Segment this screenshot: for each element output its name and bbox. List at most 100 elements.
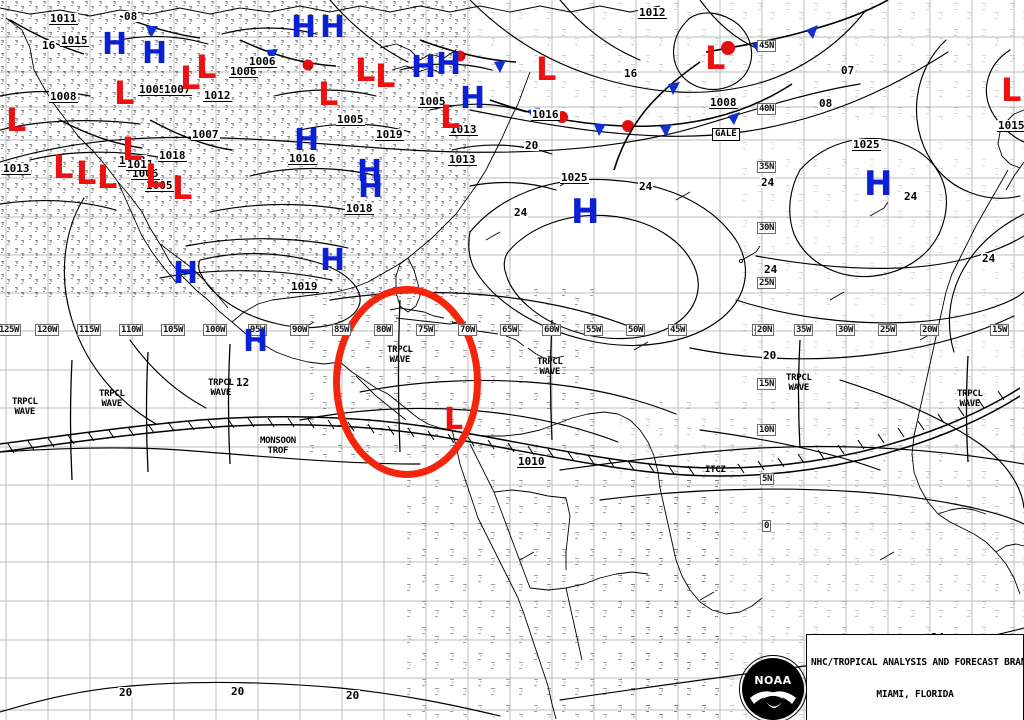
- high-pressure-symbol-13: H: [571, 192, 600, 232]
- high-pressure-symbol-0: H: [102, 27, 128, 62]
- low-pressure-symbol-7: L: [114, 74, 135, 112]
- lon-label-70w: 70W: [458, 324, 478, 336]
- lon-label-90w: 90W: [290, 324, 310, 336]
- high-pressure-symbol-5: H: [436, 47, 462, 82]
- gale-warning-box: GALE: [712, 128, 740, 141]
- isobar-label-1013-18: 1013: [449, 123, 478, 136]
- contour-value-24-4: 24: [760, 176, 776, 189]
- isobar-label-1006-29: 1006: [248, 55, 277, 68]
- noaa-seagull-icon: [750, 691, 796, 708]
- low-pressure-symbol-9: L: [196, 48, 217, 86]
- high-pressure-symbol-1: H: [142, 36, 168, 71]
- lon-label-65w: 65W: [500, 324, 520, 336]
- isobar-label-1013-27: 1013: [448, 153, 477, 166]
- contour-value-08-17: 08: [123, 10, 139, 23]
- lon-label-105w: 105W: [161, 324, 186, 336]
- isobar-label-1025-24: 1025: [852, 138, 881, 151]
- lat-label-30n: 30N: [757, 222, 777, 234]
- lon-label-75w: 75W: [416, 324, 436, 336]
- lon-label-20w: 20W: [920, 324, 940, 336]
- lon-label-60w: 60W: [542, 324, 562, 336]
- low-pressure-symbol-2: L: [76, 154, 97, 192]
- lat-label-25n: 25N: [757, 277, 777, 289]
- lon-label-30w: 30W: [836, 324, 856, 336]
- lat-label-equator: 0: [762, 520, 772, 532]
- isobar-label-1019-14: 1019: [375, 128, 404, 141]
- isobar-label-1005-6: 1005: [131, 167, 160, 180]
- legend-office-line1: NHC/TROPICAL ANALYSIS AND FORECAST BRANC…: [811, 657, 1024, 668]
- low-pressure-symbol-3: L: [97, 158, 118, 196]
- isobar-label-1005-16: 1005: [418, 95, 447, 108]
- low-pressure-symbol-4: L: [122, 130, 143, 168]
- contour-value-24-18: 24: [981, 252, 997, 265]
- lon-label-100w: 100W: [203, 324, 228, 336]
- product-legend-box: NHC/TROPICAL ANALYSIS AND FORECAST BRANC…: [806, 634, 1024, 720]
- high-pressure-symbol-12: H: [243, 324, 269, 359]
- feature-label-trpcl-wave-3: TRPCL WAVE: [387, 345, 413, 365]
- feature-label-trpcl-wave-0: TRPCL WAVE: [12, 397, 38, 417]
- lon-label-15w: 15W: [990, 324, 1010, 336]
- isobar-label-1016-21: 1016: [531, 108, 560, 121]
- contour-value-16-7: 16: [623, 67, 639, 80]
- lat-label-10n: 10N: [757, 424, 777, 436]
- high-pressure-symbol-7: H: [294, 123, 320, 158]
- lon-label-45w: 45W: [668, 324, 688, 336]
- lat-label-40n: 40N: [757, 103, 777, 115]
- feature-label-itcz-8: ITCZ: [705, 465, 726, 475]
- lon-label-35w: 35W: [794, 324, 814, 336]
- low-pressure-symbol-8: L: [180, 59, 201, 97]
- low-pressure-symbol-15: L: [705, 39, 726, 77]
- lon-label-80w: 80W: [374, 324, 394, 336]
- feature-label-monsoon-trof-7: MONSOON TROF: [260, 436, 296, 456]
- contour-value-20-10: 20: [118, 686, 134, 699]
- isobar-label-1005-4: 1005: [145, 179, 174, 192]
- red-highlight-ellipse: [333, 286, 481, 478]
- isobar-label-1008-2: 1008: [49, 90, 78, 103]
- high-pressure-symbol-2: H: [291, 10, 317, 45]
- high-pressure-symbol-3: H: [320, 10, 346, 45]
- low-pressure-symbol-12: L: [375, 57, 396, 95]
- lat-label-15n: 15N: [757, 378, 777, 390]
- lon-label-55w: 55W: [584, 324, 604, 336]
- feature-label-trpcl-wave-1: TRPCL WAVE: [99, 389, 125, 409]
- feature-label-trpcl-wave-5: TRPCL WAVE: [786, 373, 812, 393]
- contour-value-24-1: 24: [638, 180, 654, 193]
- contour-value-16-8: 16: [41, 39, 57, 52]
- low-pressure-symbol-10: L: [318, 75, 339, 113]
- contour-value-20-0: 20: [524, 139, 540, 152]
- low-pressure-symbol-11: L: [355, 51, 376, 89]
- feature-label-trpcl-wave-6: TRPCL WAVE: [957, 389, 983, 409]
- isobar-label-1025-23: 1025: [560, 171, 589, 184]
- low-pressure-symbol-5: L: [145, 157, 166, 195]
- lat-label-45n: 45N: [757, 40, 777, 52]
- noaa-logo-disc: [742, 658, 804, 720]
- isobar-label-1018-10: 1018: [158, 149, 187, 162]
- isobar-label-1018-19: 1018: [345, 202, 374, 215]
- low-pressure-symbol-13: L: [440, 98, 461, 136]
- legend-office-line2: MIAMI, FLORIDA: [876, 688, 954, 700]
- feature-label-trpcl-wave-4: TRPCL WAVE: [537, 357, 563, 377]
- low-pressure-symbol-1: L: [53, 148, 74, 186]
- contour-value-12-9: 12: [235, 376, 251, 389]
- lat-label-20n: 20N: [755, 324, 775, 336]
- high-pressure-symbol-4: H: [411, 50, 437, 85]
- low-pressure-symbol-16: L: [1001, 71, 1022, 109]
- isobar-label-1015-25: 1015: [997, 119, 1024, 132]
- feature-label-trpcl-wave-2: TRPCL WAVE: [208, 378, 234, 398]
- contour-value-20-11: 20: [230, 685, 246, 698]
- contour-value-20-6: 20: [762, 349, 778, 362]
- isobar-label-1005-3: 1005: [138, 83, 167, 96]
- lon-label-120w: 120W: [35, 324, 60, 336]
- isobar-label-1007-7: 1007: [163, 83, 192, 96]
- isobar-label-1016-17: 1016: [288, 152, 317, 165]
- noaa-logo: NOAA: [739, 655, 807, 720]
- isobar-label-1005-15: 1005: [336, 113, 365, 126]
- low-pressure-symbol-14: L: [536, 50, 557, 88]
- isobar-label-1011-1: 1011: [49, 12, 78, 25]
- noaa-logo-text: NOAA: [754, 674, 792, 687]
- isobar-label-1011-13: 1011: [126, 158, 155, 171]
- high-pressure-symbol-14: H: [864, 164, 893, 204]
